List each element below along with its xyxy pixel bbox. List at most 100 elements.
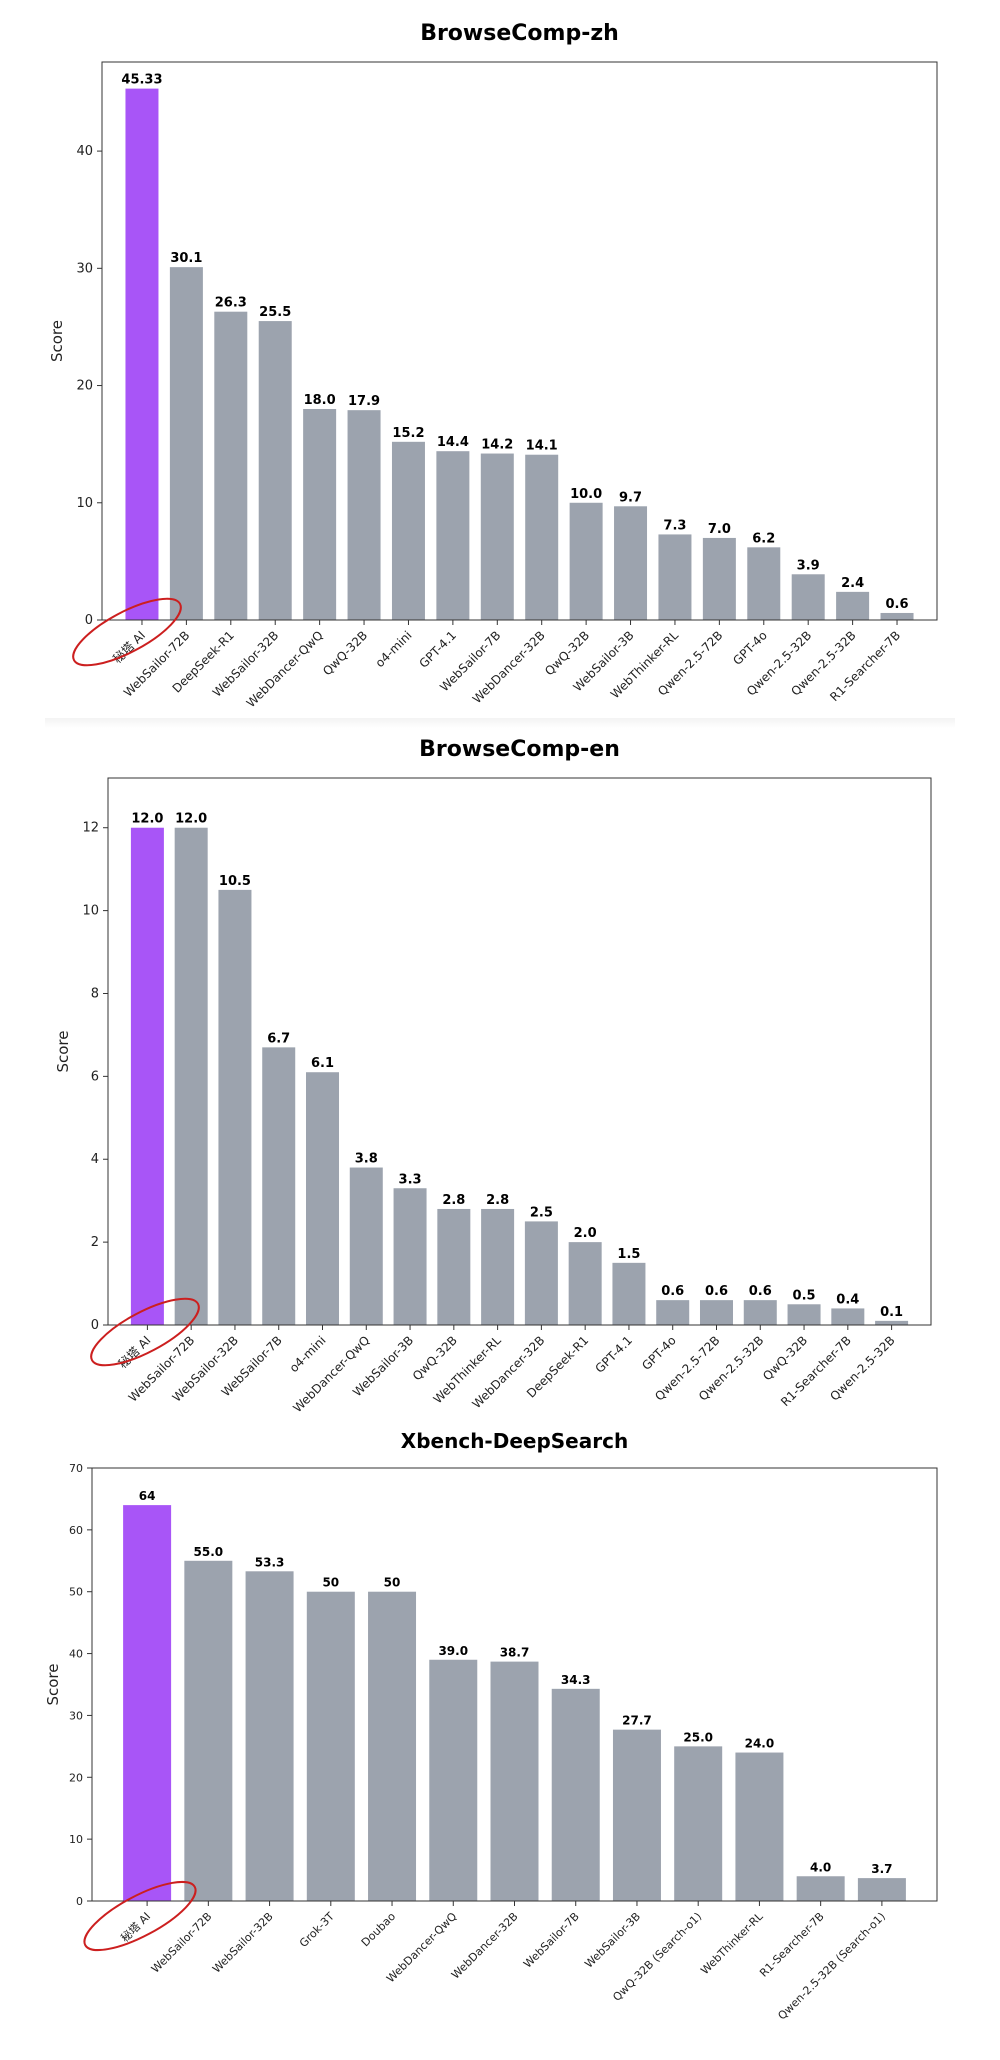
x-category-label: GPT-4.1 — [416, 628, 459, 671]
bar-value-label: 0.6 — [886, 597, 909, 612]
bar — [791, 574, 825, 620]
bar-value-label: 2.8 — [486, 1193, 509, 1208]
bar-value-label: 6.7 — [267, 1031, 290, 1046]
bar-value-label: 50 — [322, 1576, 339, 1590]
bar — [218, 889, 252, 1325]
bar-value-label: 64 — [139, 1489, 156, 1503]
x-category-label: Grok-3T — [297, 1910, 337, 1950]
y-tick-label: 40 — [76, 144, 93, 159]
y-tick-label: 10 — [76, 496, 93, 511]
x-category-label: GPT-4o — [639, 1333, 679, 1373]
bar-value-label: 0.6 — [705, 1284, 728, 1299]
bar-value-label: 45.33 — [121, 73, 162, 88]
y-tick-label: 8 — [91, 986, 99, 1001]
bar — [658, 534, 692, 620]
bar — [674, 1746, 723, 1901]
bar — [857, 1878, 906, 1901]
chart-xbench-deepsearch: Xbench-DeepSearch010203040506070Score64秘… — [44, 1429, 938, 2023]
bar — [614, 506, 648, 620]
bar-value-label: 0.5 — [793, 1288, 816, 1303]
bar-value-label: 6.2 — [752, 531, 775, 546]
bar — [612, 1262, 646, 1325]
bar — [743, 1300, 777, 1325]
panel-separator — [45, 718, 955, 728]
bar-value-label: 2.4 — [841, 576, 864, 591]
bar-value-label: 9.7 — [619, 490, 642, 505]
x-category-label: QwQ-32B — [320, 628, 370, 678]
y-tick-label: 30 — [69, 1709, 83, 1722]
bar-value-label: 38.7 — [500, 1646, 530, 1660]
bar-value-label: 24.0 — [745, 1737, 775, 1751]
x-category-label: WebDancer-32B — [449, 1910, 521, 1982]
bar — [437, 1208, 471, 1325]
bar-value-label: 53.3 — [255, 1555, 285, 1569]
bar — [393, 1188, 427, 1325]
bar-value-label: 50 — [384, 1576, 401, 1590]
plot-frame — [107, 777, 932, 1326]
chart-panel-browsecomp-en: BrowseComp-en 0 2 4 6 8 10 12 Score 12.0 秘塔 AI 12.0… — [0, 720, 1000, 1420]
bar-value-label: 3.9 — [797, 558, 820, 573]
y-tick-label: 10 — [69, 1833, 83, 1846]
y-tick-label: 10 — [82, 904, 99, 919]
bar — [735, 1752, 784, 1901]
y-axis-label: Score — [44, 1663, 62, 1705]
y-tick-label: 6 — [91, 1069, 99, 1084]
y-tick-label: 60 — [69, 1524, 83, 1537]
bar-value-label: 0.1 — [880, 1305, 903, 1320]
y-tick-label: 0 — [85, 613, 93, 628]
highlight-circle-annotation — [83, 1880, 197, 1952]
y-tick-label: 0 — [76, 1895, 83, 1908]
x-category-label: o4-mini — [287, 1333, 329, 1375]
bar — [306, 1072, 340, 1325]
bar-value-label: 7.3 — [663, 518, 686, 533]
x-category-label: R1-Searcher-7B — [757, 1910, 827, 1980]
bar-value-label: 2.0 — [574, 1226, 597, 1241]
chart-title: BrowseComp-en — [419, 737, 620, 762]
x-category-label: WebSailor-32B — [210, 1910, 276, 1976]
bar — [262, 1047, 296, 1325]
bar-value-label: 15.2 — [392, 426, 424, 441]
y-axis-label: Score — [48, 320, 66, 362]
bar — [569, 502, 603, 620]
bar — [787, 1304, 821, 1325]
bar — [796, 1876, 845, 1901]
y-tick-label: 20 — [76, 379, 93, 394]
bar-value-label: 26.3 — [215, 296, 247, 311]
x-category-label: Qwen-2.5-32B (Search-o1) — [775, 1910, 888, 2023]
bar — [429, 1659, 478, 1901]
bar-value-label: 39.0 — [438, 1644, 468, 1658]
bar — [391, 441, 425, 620]
bar — [303, 408, 337, 620]
bar — [436, 451, 470, 620]
bar-value-label: 0.4 — [836, 1292, 859, 1307]
bar — [258, 321, 292, 620]
bar-highlight — [130, 827, 164, 1325]
y-tick-label: 40 — [69, 1648, 83, 1661]
y-axis-label: Score — [54, 1030, 72, 1072]
bar-value-label: 2.8 — [442, 1193, 465, 1208]
bar-value-label: 10.5 — [219, 874, 251, 889]
bar — [525, 454, 559, 620]
bar-value-label: 1.5 — [617, 1247, 640, 1262]
bar-value-label: 0.6 — [661, 1284, 684, 1299]
bar-value-label: 27.7 — [622, 1714, 652, 1728]
bar — [368, 1591, 417, 1901]
bar-value-label: 6.1 — [311, 1056, 334, 1071]
bar-highlight — [123, 1505, 172, 1901]
bar-value-label: 7.0 — [708, 522, 731, 537]
x-category-label: WebDancer-QwQ — [290, 1333, 372, 1415]
bar-value-label: 3.8 — [355, 1152, 378, 1167]
bar — [169, 267, 203, 620]
bar — [836, 591, 870, 620]
y-tick-label: 20 — [69, 1771, 83, 1784]
x-category-label: WebSailor-7B — [521, 1910, 582, 1971]
bar — [490, 1661, 539, 1901]
bar — [875, 1320, 909, 1325]
x-category-label: GPT-4.1 — [593, 1333, 636, 1376]
x-category-label: GPT-4o — [730, 628, 770, 668]
plot-frame — [91, 1467, 938, 1902]
plot-frame — [101, 61, 938, 621]
bar — [214, 311, 248, 620]
